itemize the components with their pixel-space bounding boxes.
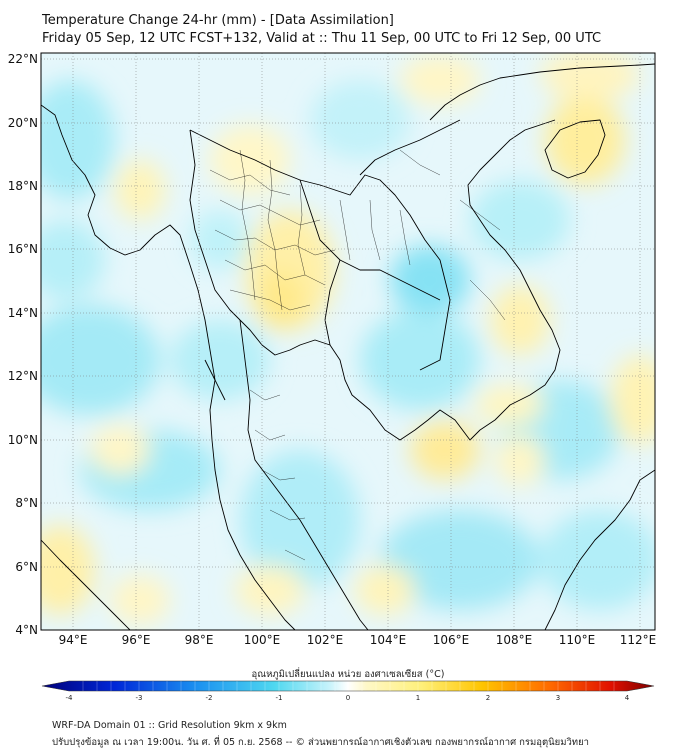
lon-tick-label: 102°E: [307, 633, 344, 647]
province-lines: [209, 149, 506, 561]
lat-tick-label: 8°N: [15, 496, 38, 510]
colorbar-tick: 1: [416, 694, 420, 702]
colorbar-tick: -3: [136, 694, 143, 702]
lat-tick-label: 14°N: [8, 306, 38, 320]
lon-tick-label: 98°E: [185, 633, 214, 647]
credit-line: ปรับปรุงข้อมูล ณ เวลา 19:00น. วัน ศ. ที่…: [52, 737, 589, 748]
lon-tick-label: 104°E: [370, 633, 407, 647]
lon-tick-label: 110°E: [559, 633, 596, 647]
lat-tick-label: 16°N: [8, 242, 38, 256]
gridlines: [41, 53, 655, 630]
colorbar-tick: 3: [556, 694, 560, 702]
lon-tick-label: 96°E: [122, 633, 151, 647]
colorbar-tick: 0: [346, 694, 350, 702]
temperature-field: [41, 53, 655, 630]
colorbar-tick: -2: [206, 694, 213, 702]
lat-tick-label: 20°N: [8, 116, 38, 130]
map-frame: [40, 52, 656, 631]
lon-tick-label: 112°E: [620, 633, 657, 647]
longitude-axis: 94°E 96°E 98°E 100°E 102°E 104°E 106°E 1…: [59, 633, 657, 647]
lon-tick-label: 106°E: [433, 633, 470, 647]
colorbar-label: อุณหภูมิเปลี่ยนแปลง หน่วย องศาเซลเซียส (…: [252, 667, 445, 680]
lat-tick-label: 12°N: [8, 369, 38, 383]
colorbar: [41, 680, 655, 692]
colorbar-segments: [82, 681, 615, 691]
colorbar-ticks: -4 -3 -2 -1 0 1 2 3 4: [66, 694, 630, 702]
lon-tick-label: 108°E: [496, 633, 533, 647]
colorbar-tick: 4: [625, 694, 630, 702]
lon-tick-label: 94°E: [59, 633, 88, 647]
lat-tick-label: 10°N: [8, 433, 38, 447]
lat-tick-label: 22°N: [8, 52, 38, 66]
lat-tick-label: 4°N: [15, 623, 38, 637]
colorbar-tick: 2: [486, 694, 490, 702]
colorbar-tick: -4: [66, 694, 74, 702]
map-title: Temperature Change 24-hr (mm) - [Data As…: [42, 13, 394, 28]
lon-tick-label: 100°E: [244, 633, 281, 647]
coastlines: [41, 63, 655, 630]
map-subtitle: Friday 05 Sep, 12 UTC FCST+132, Valid at…: [42, 31, 602, 46]
lat-tick-label: 18°N: [8, 179, 38, 193]
latitude-axis: 22°N 20°N 18°N 16°N 14°N 12°N 10°N 8°N 6…: [8, 52, 38, 637]
model-info: WRF-DA Domain 01 :: Grid Resolution 9km …: [52, 720, 287, 731]
colorbar-tick: -1: [276, 694, 283, 702]
lat-tick-label: 6°N: [15, 560, 38, 574]
